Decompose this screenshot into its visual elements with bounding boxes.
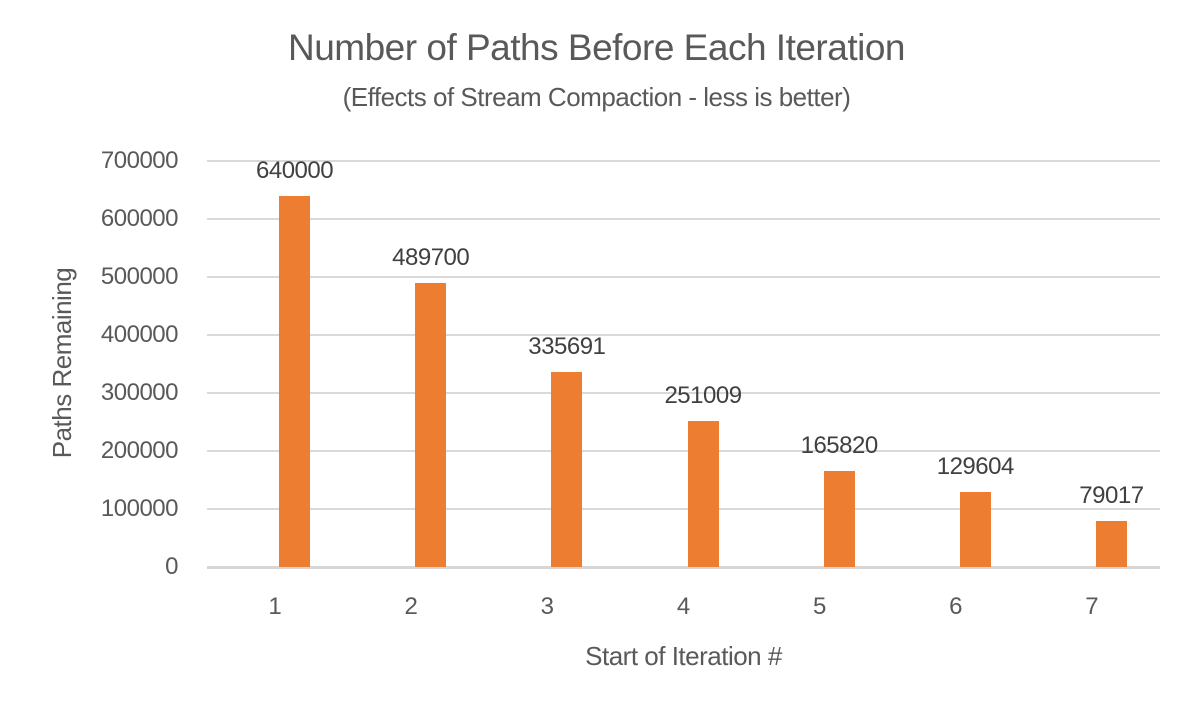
y-gridline — [207, 392, 1160, 394]
plot-area: 640000 489700 335691 251009 165820 129604 7901… — [207, 157, 1160, 569]
x-tick-label: 3 — [540, 593, 555, 620]
x-tick-label: 2 — [404, 593, 418, 620]
y-tick-label: 0 — [165, 553, 178, 580]
x-tick-label: 4 — [676, 593, 691, 620]
y-tick-label: 500000 — [100, 263, 179, 290]
y-tick-label: 600000 — [100, 205, 179, 232]
chart-title: Number of Paths Before Each Iteration — [287, 27, 906, 68]
x-tick-label: 7 — [1085, 593, 1099, 620]
data-label: 79017 — [1079, 482, 1144, 510]
data-label: 129604 — [936, 452, 1015, 480]
y-gridline — [207, 276, 1160, 278]
bar — [823, 470, 855, 567]
data-label: 251009 — [664, 382, 742, 410]
y-gridline — [207, 508, 1160, 510]
bar — [687, 421, 719, 567]
x-tick-label: 1 — [268, 593, 282, 620]
y-gridline — [207, 450, 1160, 452]
x-tick-label: 6 — [949, 593, 963, 620]
y-gridline — [207, 160, 1160, 162]
y-tick-label: 400000 — [100, 321, 179, 348]
y-tick-label: 200000 — [100, 437, 179, 464]
data-label: 489700 — [392, 243, 470, 271]
x-tick-label: 5 — [812, 593, 827, 620]
y-gridline — [207, 218, 1160, 220]
y-tick-label: 300000 — [100, 379, 179, 406]
bar — [959, 491, 991, 567]
data-label: 335691 — [528, 333, 606, 361]
x-axis-line — [207, 565, 1160, 569]
y-tick-label: 100000 — [100, 495, 179, 522]
bar — [1095, 521, 1127, 567]
bar — [415, 282, 447, 567]
y-axis-title: Paths Remaining — [47, 267, 77, 459]
data-label: 165820 — [800, 431, 879, 459]
y-gridline — [207, 334, 1160, 336]
bar — [551, 372, 583, 567]
data-label: 640000 — [256, 156, 334, 184]
bar — [279, 195, 311, 567]
x-axis-title: Start of Iteration # — [585, 641, 782, 671]
y-tick-label: 700000 — [100, 147, 179, 174]
chart-subtitle: (Effects of Stream Compaction - less is … — [342, 82, 851, 112]
